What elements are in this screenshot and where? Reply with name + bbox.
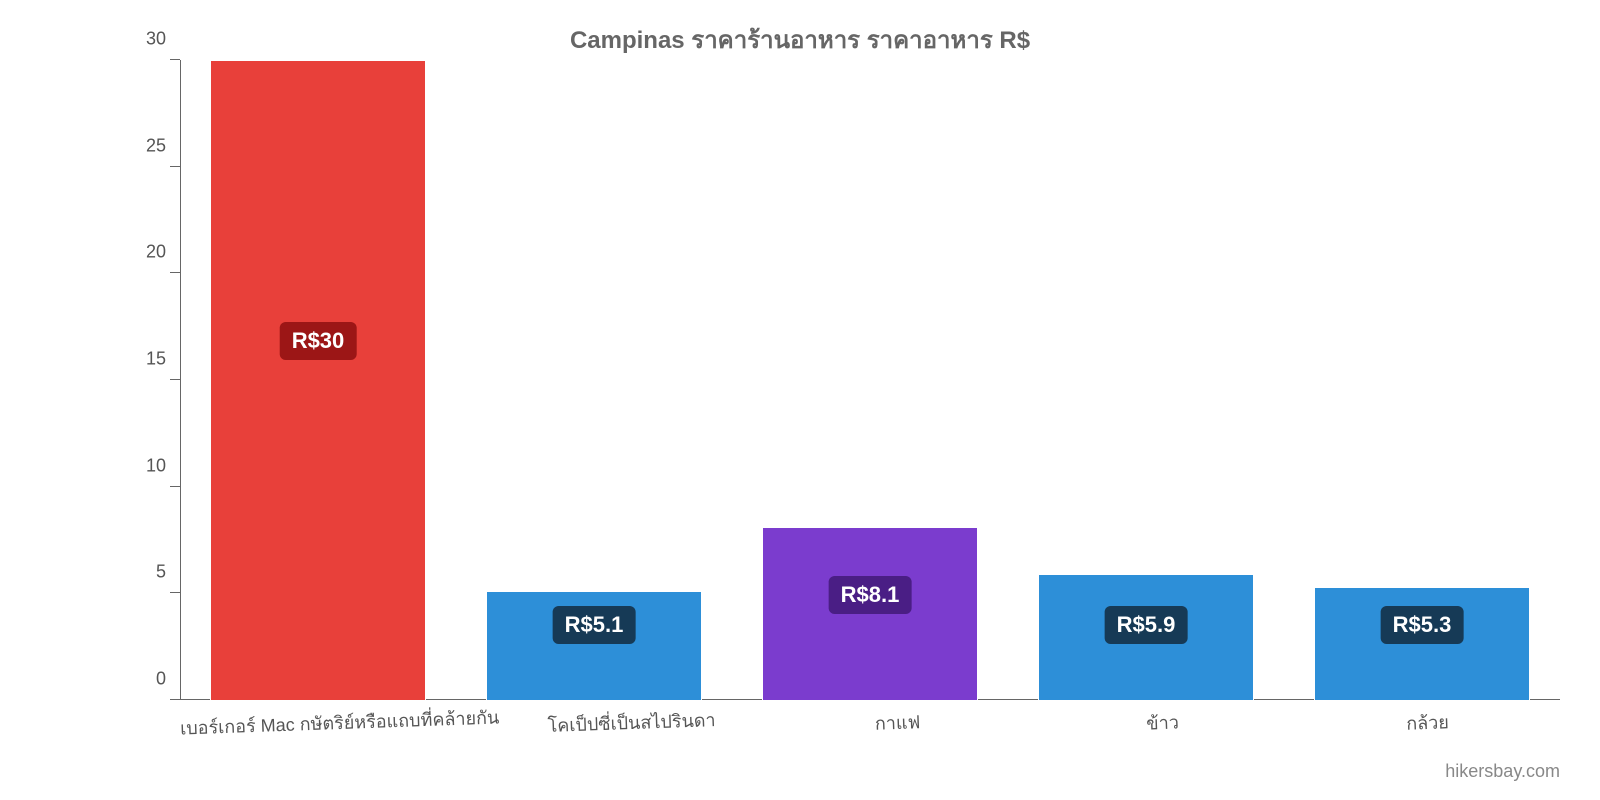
y-tick	[170, 272, 180, 273]
bar-value-label: R$5.9	[1105, 606, 1188, 644]
bar-slot: R$8.1	[732, 60, 1008, 700]
y-tick-label: 20	[146, 242, 166, 263]
bar-burger: R$30	[210, 60, 425, 700]
x-label: กาแฟ	[764, 703, 1030, 741]
y-tick	[170, 379, 180, 380]
bar-value-label: R$8.1	[829, 576, 912, 614]
x-label: โคเป็ปซี่เป็นสไปรินดา	[499, 703, 765, 741]
bar-coffee: R$8.1	[762, 527, 977, 700]
x-label: ข้าว	[1029, 703, 1295, 741]
y-tick	[170, 592, 180, 593]
chart-container: Campinas ราคาร้านอาหาร ราคาอาหาร R$ 0 5 …	[0, 0, 1600, 800]
bar-value-label: R$5.1	[553, 606, 636, 644]
y-tick	[170, 486, 180, 487]
bar-value-label: R$30	[280, 322, 357, 360]
bar-value-label: R$5.3	[1381, 606, 1464, 644]
y-tick-label: 30	[146, 29, 166, 50]
bar-slot: R$5.1	[456, 60, 732, 700]
y-tick	[170, 166, 180, 167]
bar-slot: R$5.9	[1008, 60, 1284, 700]
y-tick	[170, 59, 180, 60]
chart-title: Campinas ราคาร้านอาหาร ราคาอาหาร R$	[0, 20, 1600, 59]
chart-credit: hikersbay.com	[0, 761, 1560, 782]
y-tick-label: 5	[156, 562, 166, 583]
x-label: กล้วย	[1294, 703, 1560, 741]
bar-cola: R$5.1	[486, 591, 701, 700]
y-tick-label: 25	[146, 135, 166, 156]
bar-banana: R$5.3	[1314, 587, 1529, 700]
bar-slot: R$30	[180, 60, 456, 700]
x-axis-labels: เบอร์เกอร์ Mac กษัตริย์หรือแถบที่คล้ายกั…	[180, 702, 1560, 731]
x-label: เบอร์เกอร์ Mac กษัตริย์หรือแถบที่คล้ายกั…	[180, 702, 500, 742]
y-tick-label: 0	[156, 669, 166, 690]
y-tick	[170, 699, 180, 700]
plot-area: 0 5 10 15 20 25 30 R$30 R$5.1	[180, 60, 1560, 700]
y-tick-label: 15	[146, 349, 166, 370]
y-tick-label: 10	[146, 455, 166, 476]
bar-slot: R$5.3	[1284, 60, 1560, 700]
bar-rice: R$5.9	[1038, 574, 1253, 700]
bars-row: R$30 R$5.1 R$8.1 R$5.9 R$5.3	[180, 60, 1560, 700]
